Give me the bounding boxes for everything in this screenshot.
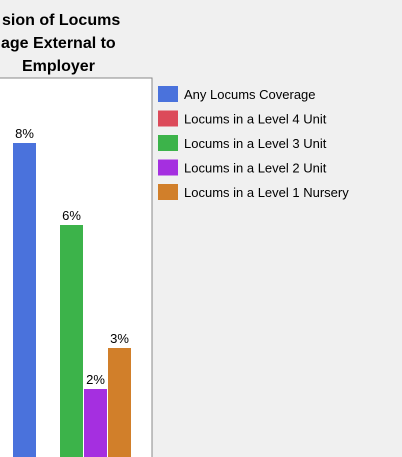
legend-swatch	[158, 86, 178, 102]
legend-swatch	[158, 184, 178, 200]
legend-label: Locums in a Level 4 Unit	[184, 112, 327, 127]
legend-label: Locums in a Level 2 Unit	[184, 161, 327, 176]
data-label: 2%	[86, 372, 105, 387]
chart-title: age External to	[1, 35, 116, 52]
legend-swatch	[158, 110, 178, 127]
bar	[84, 389, 107, 457]
data-label: 6%	[62, 208, 81, 223]
legend-label: Any Locums Coverage	[184, 87, 316, 102]
chart-title: sion of Locums	[2, 12, 120, 29]
chart-title: Employer	[22, 58, 95, 75]
data-label: 8%	[15, 126, 34, 141]
bar	[108, 348, 131, 457]
bar	[60, 225, 83, 457]
legend-label: Locums in a Level 3 Unit	[184, 136, 327, 151]
legend-label: Locums in a Level 1 Nursery	[184, 185, 349, 200]
legend-swatch	[158, 135, 178, 151]
data-label: 3%	[110, 331, 129, 346]
legend-swatch	[158, 159, 178, 176]
bar	[13, 143, 36, 457]
